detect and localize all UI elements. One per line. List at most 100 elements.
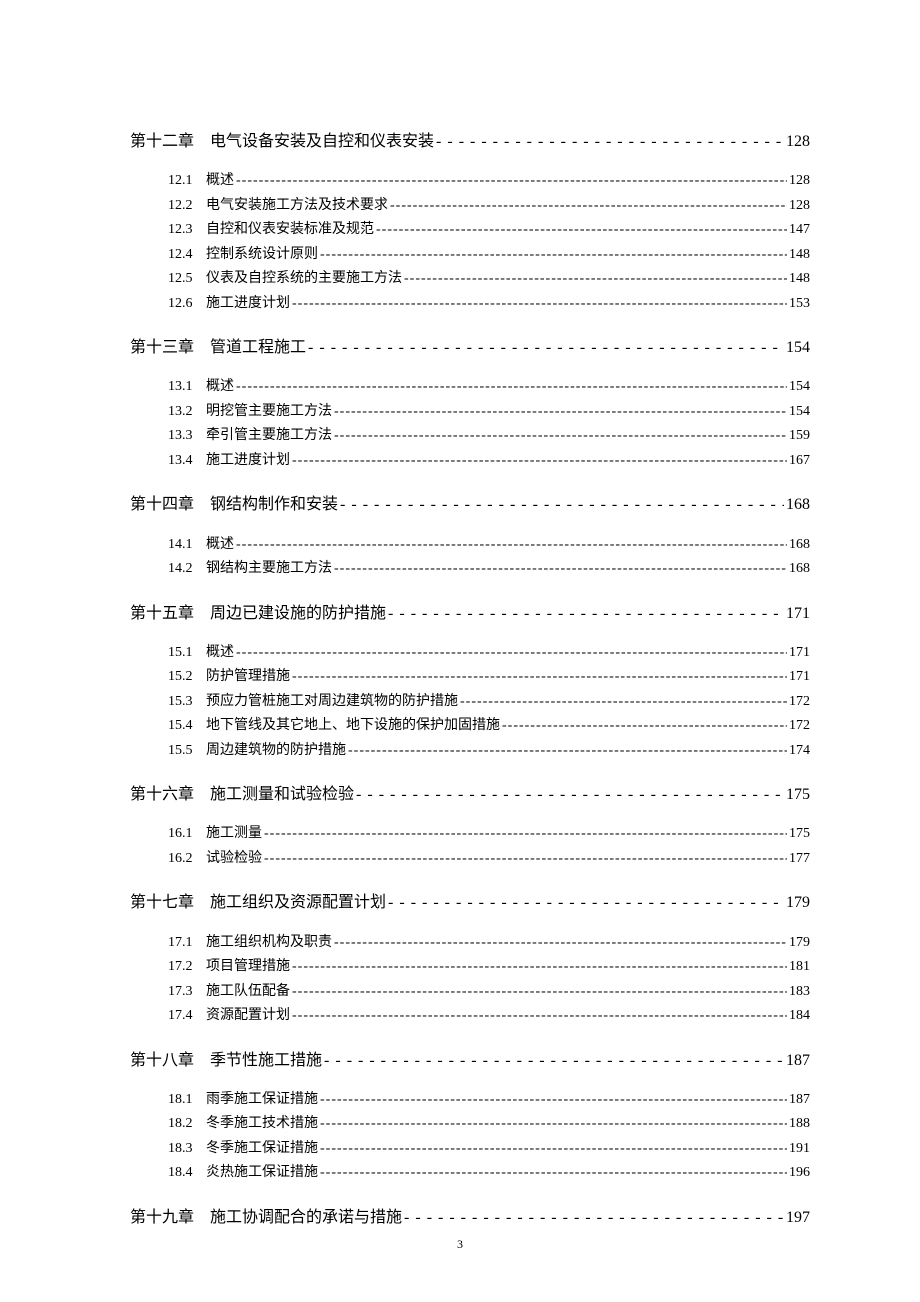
section-number: 12.3 (168, 218, 206, 243)
leader-dots: ----------------------------------------… (320, 1088, 787, 1113)
section-page: 159 (789, 424, 810, 449)
section-title: 冬季施工保证措施 (206, 1137, 318, 1162)
section-page: 187 (789, 1088, 810, 1113)
leader-dots: - - - - - - - - - - - - - - - - - - - - … (324, 1047, 784, 1074)
chapter-title: 管道工程施工 (210, 334, 306, 361)
section-page: 183 (789, 980, 810, 1005)
chapter-row: 第十四章钢结构制作和安装 - - - - - - - - - - - - - -… (130, 491, 810, 518)
leader-dots: ----------------------------------------… (334, 400, 787, 425)
section-row: 13.2明挖管主要施工方法---------------------------… (168, 400, 810, 425)
section-row: 12.5仪表及自控系统的主要施工方法----------------------… (168, 267, 810, 292)
section-title: 项目管理措施 (206, 955, 290, 980)
section-row: 12.6施工进度计划------------------------------… (168, 292, 810, 317)
section-title: 试验检验 (206, 847, 262, 872)
leader-dots: ----------------------------------------… (334, 931, 787, 956)
section-title: 概述 (206, 169, 234, 194)
leader-dots: ----------------------------------------… (320, 1137, 787, 1162)
leader-dots: ----------------------------------------… (502, 714, 787, 739)
section-number: 13.2 (168, 400, 206, 425)
section-group: 18.1雨季施工保证措施----------------------------… (130, 1088, 810, 1186)
chapter-row: 第十三章管道工程施工 - - - - - - - - - - - - - - -… (130, 334, 810, 361)
section-row: 15.1概述----------------------------------… (168, 641, 810, 666)
chapter-page: 154 (786, 334, 810, 361)
chapter-page: 128 (786, 128, 810, 155)
chapter-page: 179 (786, 889, 810, 916)
leader-dots: ----------------------------------------… (348, 739, 787, 764)
section-title: 雨季施工保证措施 (206, 1088, 318, 1113)
section-row: 18.1雨季施工保证措施----------------------------… (168, 1088, 810, 1113)
section-page: 179 (789, 931, 810, 956)
chapter-page: 197 (786, 1204, 810, 1231)
leader-dots: ----------------------------------------… (292, 1004, 787, 1029)
section-row: 13.3牵引管主要施工方法---------------------------… (168, 424, 810, 449)
section-title: 防护管理措施 (206, 665, 290, 690)
leader-dots: ----------------------------------------… (460, 690, 787, 715)
section-page: 154 (789, 400, 810, 425)
section-group: 15.1概述----------------------------------… (130, 641, 810, 764)
leader-dots: - - - - - - - - - - - - - - - - - - - - … (308, 334, 784, 361)
chapter-title: 电气设备安装及自控和仪表安装 (210, 128, 434, 155)
section-page: 171 (789, 641, 810, 666)
section-title: 钢结构主要施工方法 (206, 557, 332, 582)
chapter-page: 175 (786, 781, 810, 808)
chapter-label: 第十九章 (130, 1204, 194, 1231)
chapter-row: 第十五章周边已建设施的防护措施 - - - - - - - - - - - - … (130, 600, 810, 627)
section-title: 概述 (206, 375, 234, 400)
leader-dots: ----------------------------------------… (236, 533, 787, 558)
section-number: 14.2 (168, 557, 206, 582)
section-number: 15.3 (168, 690, 206, 715)
leader-dots: ----------------------------------------… (292, 449, 787, 474)
toc-container: 第十二章电气设备安装及自控和仪表安装 - - - - - - - - - - -… (130, 128, 810, 1231)
chapter-row: 第十六章施工测量和试验检验 - - - - - - - - - - - - - … (130, 781, 810, 808)
page-number: 3 (457, 1237, 463, 1251)
section-row: 18.3冬季施工保证措施----------------------------… (168, 1137, 810, 1162)
section-row: 12.2电气安装施工方法及技术要求-----------------------… (168, 194, 810, 219)
leader-dots: ----------------------------------------… (292, 955, 787, 980)
section-page: 154 (789, 375, 810, 400)
section-title: 仪表及自控系统的主要施工方法 (206, 267, 402, 292)
chapter-page: 171 (786, 600, 810, 627)
leader-dots: ----------------------------------------… (334, 557, 787, 582)
chapter-row: 第十八章季节性施工措施 - - - - - - - - - - - - - - … (130, 1047, 810, 1074)
chapter-title: 周边已建设施的防护措施 (210, 600, 386, 627)
section-group: 13.1概述----------------------------------… (130, 375, 810, 473)
section-page: 147 (789, 218, 810, 243)
section-title: 施工组织机构及职责 (206, 931, 332, 956)
section-number: 17.2 (168, 955, 206, 980)
section-title: 炎热施工保证措施 (206, 1161, 318, 1186)
leader-dots: ----------------------------------------… (236, 641, 787, 666)
section-page: 172 (789, 714, 810, 739)
leader-dots: ----------------------------------------… (264, 847, 787, 872)
chapter-label: 第十四章 (130, 491, 194, 518)
chapter-label: 第十二章 (130, 128, 194, 155)
section-title: 明挖管主要施工方法 (206, 400, 332, 425)
section-row: 12.3自控和仪表安装标准及规范------------------------… (168, 218, 810, 243)
leader-dots: ----------------------------------------… (404, 267, 787, 292)
section-number: 18.2 (168, 1112, 206, 1137)
section-page: 172 (789, 690, 810, 715)
section-title: 施工进度计划 (206, 292, 290, 317)
leader-dots: ----------------------------------------… (236, 375, 787, 400)
section-title: 自控和仪表安装标准及规范 (206, 218, 374, 243)
section-row: 16.2试验检验--------------------------------… (168, 847, 810, 872)
section-title: 概述 (206, 641, 234, 666)
section-number: 18.4 (168, 1161, 206, 1186)
section-title: 牵引管主要施工方法 (206, 424, 332, 449)
section-page: 167 (789, 449, 810, 474)
section-group: 12.1概述----------------------------------… (130, 169, 810, 316)
leader-dots: - - - - - - - - - - - - - - - - - - - - … (340, 491, 784, 518)
section-page: 148 (789, 267, 810, 292)
section-number: 13.3 (168, 424, 206, 449)
leader-dots: ----------------------------------------… (320, 243, 787, 268)
section-row: 15.3预应力管桩施工对周边建筑物的防护措施------------------… (168, 690, 810, 715)
chapter-row: 第十二章电气设备安装及自控和仪表安装 - - - - - - - - - - -… (130, 128, 810, 155)
section-title: 概述 (206, 533, 234, 558)
section-number: 15.1 (168, 641, 206, 666)
section-row: 12.1概述----------------------------------… (168, 169, 810, 194)
section-group: 14.1概述----------------------------------… (130, 533, 810, 582)
section-page: 188 (789, 1112, 810, 1137)
section-title: 施工测量 (206, 822, 262, 847)
section-page: 177 (789, 847, 810, 872)
section-number: 18.1 (168, 1088, 206, 1113)
leader-dots: - - - - - - - - - - - - - - - - - - - - … (404, 1204, 784, 1231)
